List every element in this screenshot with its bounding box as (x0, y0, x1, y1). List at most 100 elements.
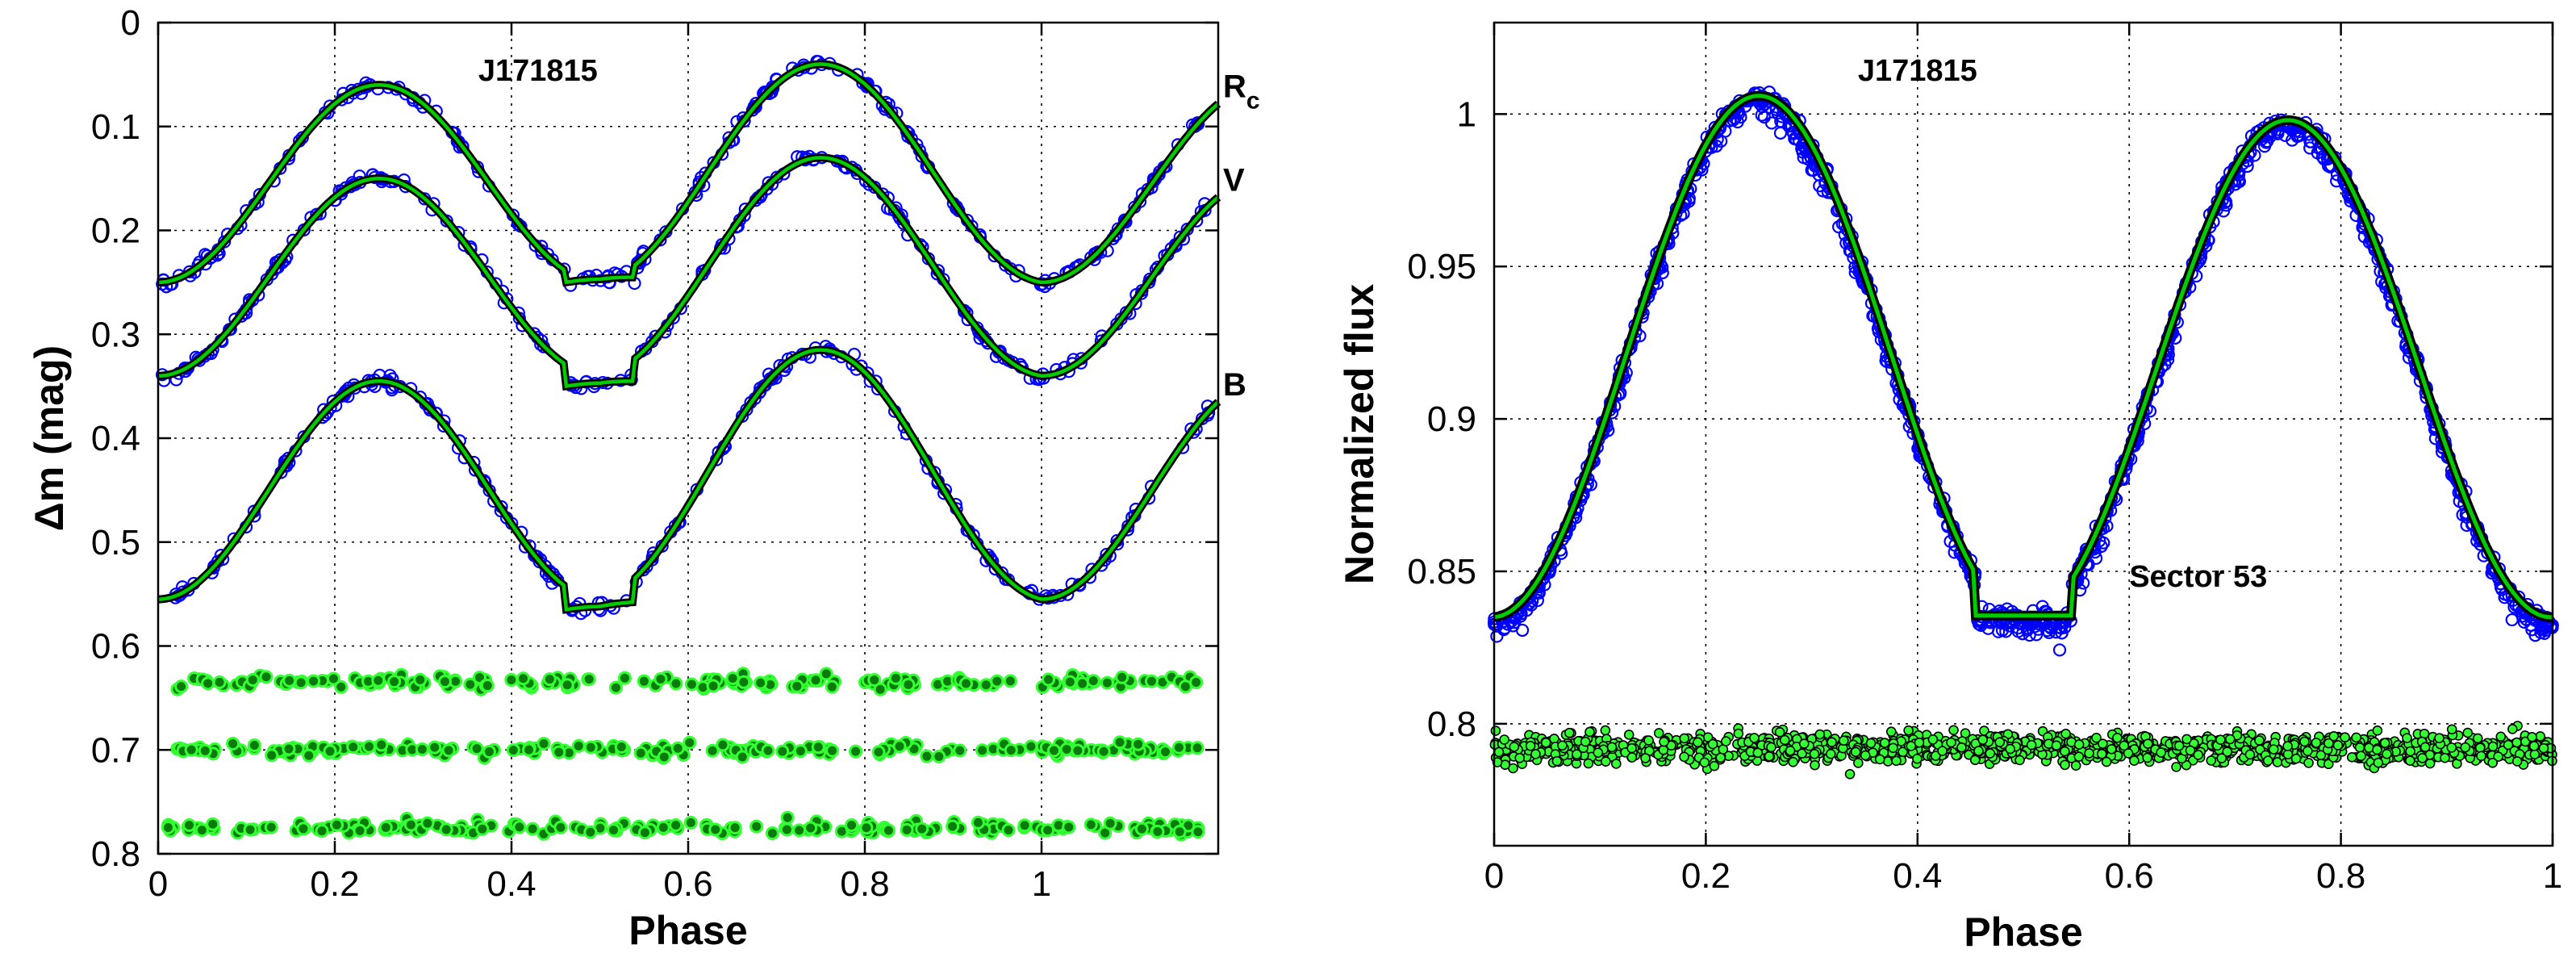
residual-point (482, 744, 496, 759)
residual-point (1623, 730, 1635, 740)
residual-point (656, 820, 670, 834)
residual-point (1809, 749, 1820, 759)
residual-point (1874, 754, 1885, 765)
residual-point (2340, 732, 2350, 742)
residual-point (282, 673, 297, 688)
residual-point (1509, 742, 1520, 752)
model-curve-tess (1493, 94, 2553, 620)
residual-point (1584, 726, 1595, 738)
residual-point (737, 675, 751, 689)
axes-frame (157, 21, 1220, 855)
model-outline-V (158, 153, 1221, 391)
residual-point (1499, 734, 1509, 745)
residual-point (881, 823, 896, 838)
residual-point (475, 822, 490, 836)
residual-point (184, 742, 198, 757)
residual-point (1798, 738, 1810, 749)
residual-point (161, 821, 175, 835)
residual-point (1063, 675, 1077, 689)
x-tick-label: 0.2 (310, 864, 359, 904)
residual-point (932, 749, 946, 763)
residual-point (633, 746, 648, 760)
residual-point (749, 819, 764, 834)
residual-point (2405, 746, 2415, 757)
residual-point (735, 750, 749, 764)
residual-point (362, 739, 377, 754)
residual-point (1985, 748, 1996, 759)
residual-point (1003, 674, 1017, 688)
residual-point (2472, 733, 2483, 744)
residual-point (307, 674, 321, 688)
residual-point (2303, 746, 2313, 756)
residual-point (1994, 737, 2006, 748)
x-tick-label: 0.8 (2316, 856, 2365, 896)
residual-point (1611, 759, 1622, 769)
residual-point (506, 743, 520, 758)
residual-point (915, 822, 929, 836)
residual-point (198, 743, 212, 758)
chart-title: J171815 (1858, 54, 1977, 88)
residual-point (1699, 757, 1710, 768)
residual-point (2417, 753, 2428, 763)
residual-point (420, 816, 435, 830)
data-point-tess (2049, 625, 2063, 639)
residual-point (1973, 746, 1984, 756)
residual-point (2254, 735, 2265, 746)
residual-point (2262, 755, 2273, 766)
residual-point (415, 742, 429, 757)
residual-point (1150, 825, 1165, 839)
residual-point (2084, 748, 2094, 759)
residual-point (2282, 741, 2293, 751)
residual-point (1062, 820, 1076, 834)
residual-point (212, 675, 227, 689)
residual-point (182, 818, 197, 833)
residual-point (871, 745, 886, 759)
sector-annotation: Sector 53 (2129, 560, 2267, 594)
y-tick-label: 0.5 (91, 523, 140, 562)
y-tick-label: 0.8 (91, 834, 140, 874)
residual-point (683, 815, 698, 830)
residual-point (2527, 732, 2537, 742)
residual-point (1906, 741, 1917, 751)
residual-point (2446, 724, 2457, 735)
panel-right: Sector 53 0 0.2 0.4 0.6 0.8 1 0.8 0.85 0.9 0.95 1 J1… (1337, 21, 2562, 955)
residual-point (282, 742, 296, 756)
residual-point (819, 667, 833, 681)
panel-left: Rc V B 0 0.2 0.4 0.6 0.8 1 0 0.1 0.2 0.3 0.4 0.5 0.6 0.7… (27, 3, 1260, 953)
residual-point (1096, 744, 1111, 759)
data-point-tess (1490, 629, 1504, 643)
residual-point (2446, 742, 2457, 753)
residual-point (245, 673, 260, 688)
residual-point (1001, 823, 1016, 838)
residual-point (1865, 738, 1877, 749)
residual-point (2171, 762, 2181, 772)
residual-point (761, 743, 775, 758)
residual-point (2346, 752, 2357, 763)
residual-point (1853, 758, 1864, 768)
residual-point (1912, 753, 1923, 764)
residual-point (296, 822, 311, 836)
model-outline-B (157, 345, 1221, 614)
x-tick-label: 1 (2543, 856, 2562, 896)
residual-point (201, 676, 215, 691)
residual-point (1749, 733, 1760, 743)
residual-point (1540, 737, 1551, 748)
residual-point (2419, 742, 2431, 753)
residual-point (470, 742, 484, 756)
model-outline-tess (1493, 90, 2553, 622)
y-tick-label: 0.4 (91, 419, 140, 458)
residual-point (1814, 729, 1826, 740)
residual-point (353, 823, 367, 838)
residual-point (1766, 742, 1776, 753)
residual-point (1017, 818, 1032, 833)
residual-point (1977, 734, 1989, 746)
residual-point (1551, 755, 1563, 767)
residual-point (1189, 675, 1204, 689)
residual-point (2511, 737, 2522, 748)
residual-point (706, 679, 720, 693)
residual-point (725, 671, 740, 685)
residual-point (512, 820, 527, 834)
residual-point (959, 676, 974, 691)
